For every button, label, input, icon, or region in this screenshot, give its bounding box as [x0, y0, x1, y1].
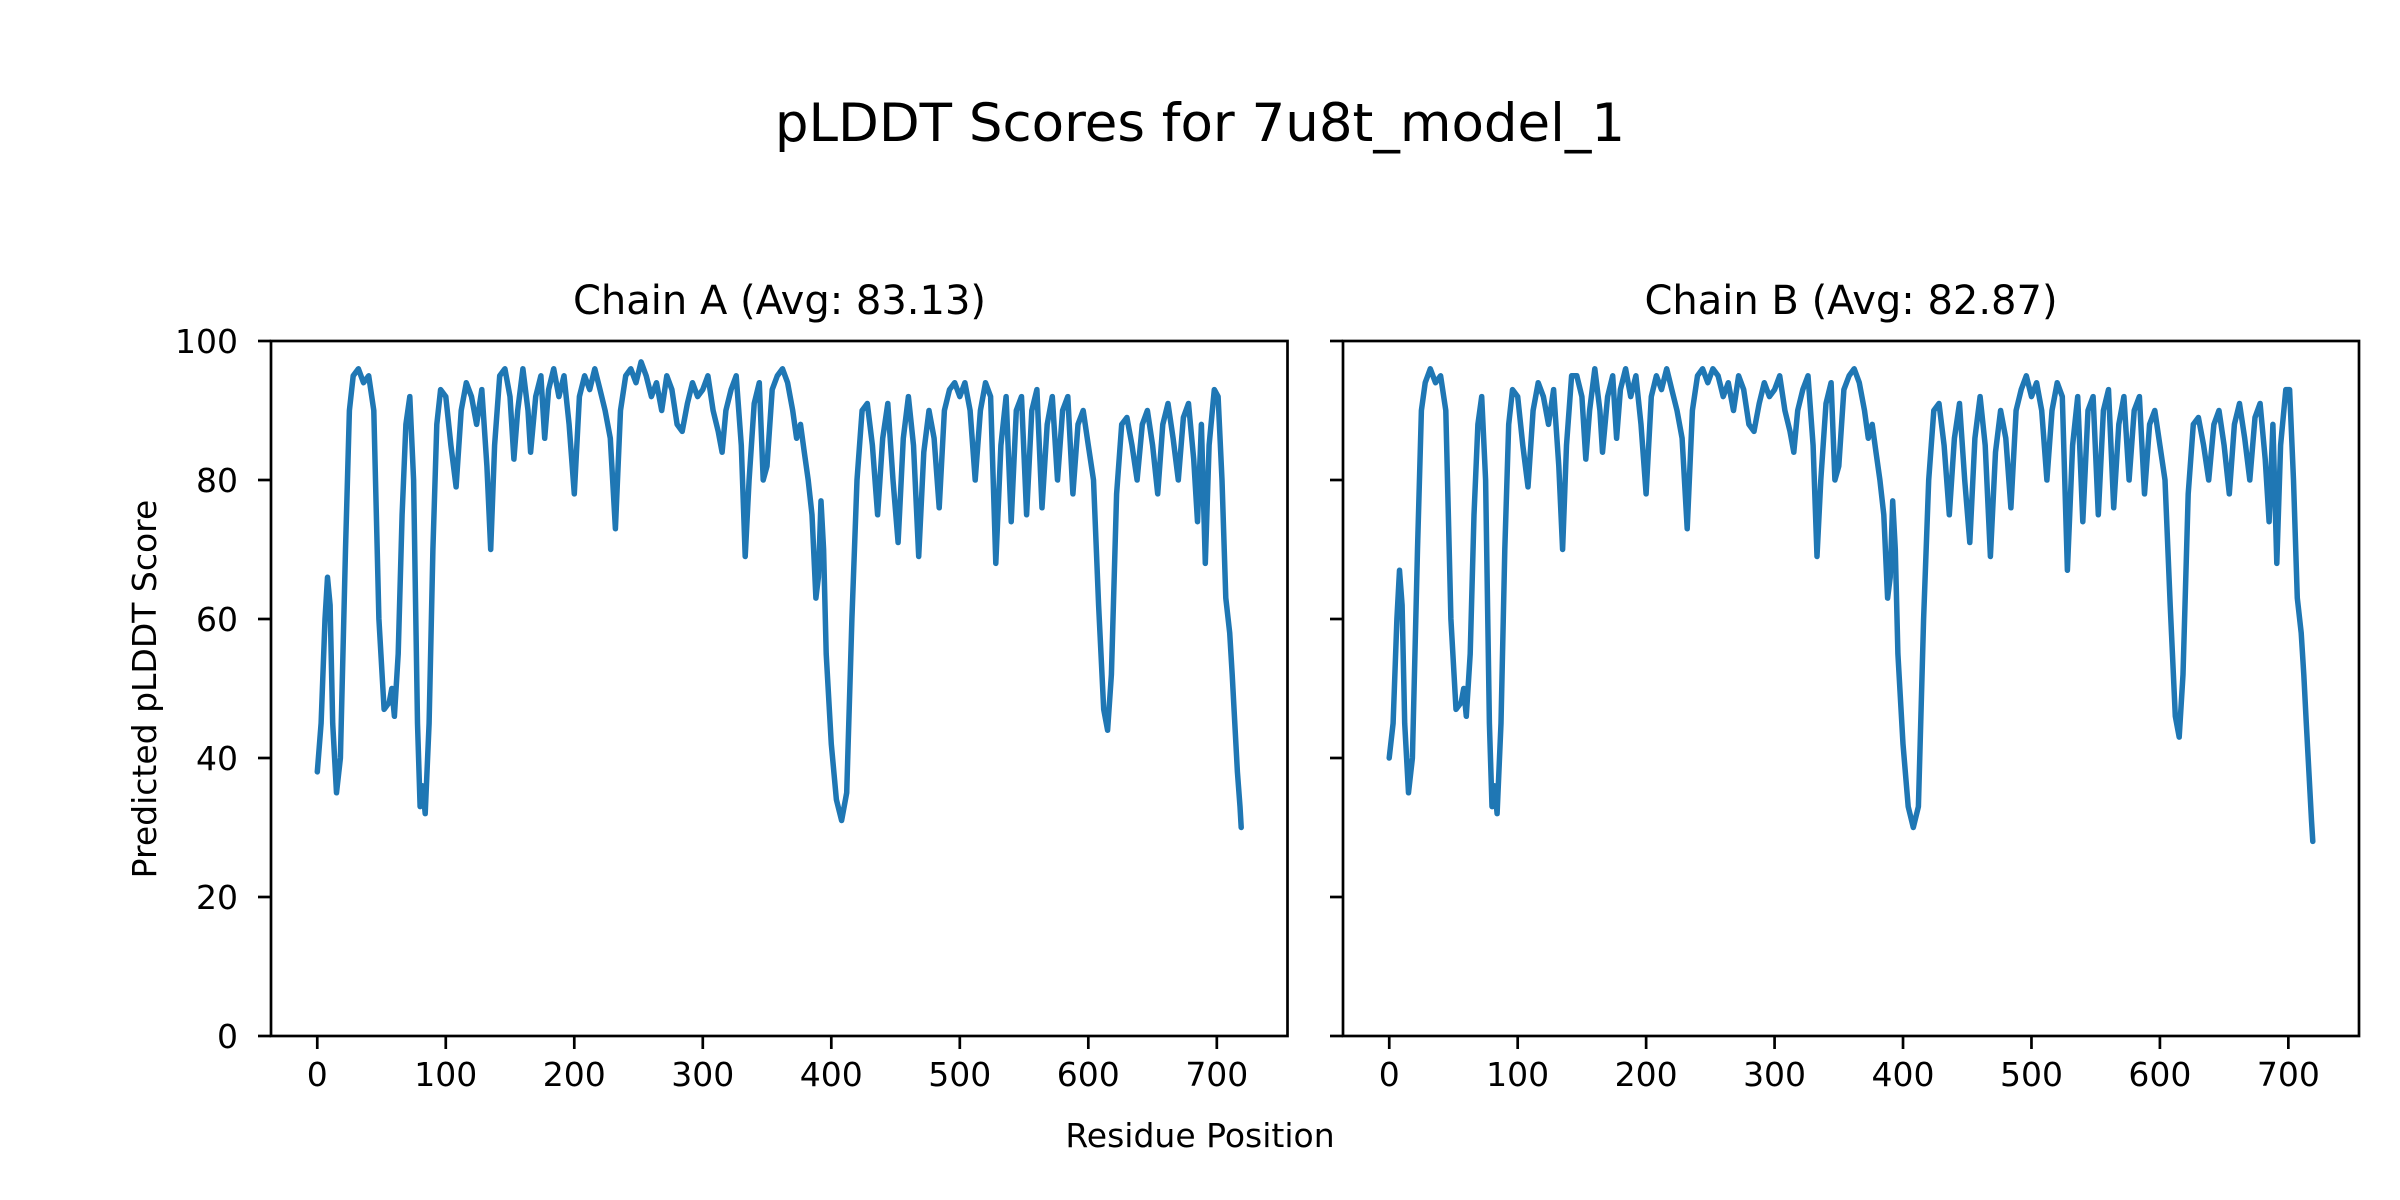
x-tick-label-b: 0 [1379, 1055, 1400, 1094]
y-tick-label-a: 60 [196, 600, 238, 639]
axes-frame-chain-a [269, 339, 1289, 1038]
x-axis-label: Residue Position [1065, 1116, 1335, 1155]
y-tick-label-a: 80 [196, 461, 238, 500]
x-tick-label-b: 500 [2000, 1055, 2063, 1094]
x-tick-label-b: 200 [1615, 1055, 1678, 1094]
x-tick-label-a: 500 [928, 1055, 991, 1094]
x-tick-label-a: 600 [1057, 1055, 1120, 1094]
x-tick-label-a: 200 [543, 1055, 606, 1094]
x-tick-label-a: 400 [800, 1055, 863, 1094]
axes-frame-chain-b [1341, 339, 2361, 1038]
x-tick-label-b: 100 [1486, 1055, 1549, 1094]
x-tick-label-a: 300 [671, 1055, 734, 1094]
plddt-line-chain-b [1386, 366, 2316, 845]
x-tick-label-a: 700 [1185, 1055, 1248, 1094]
y-tick-label-a: 0 [217, 1017, 238, 1056]
x-tick-label-a: 100 [414, 1055, 477, 1094]
y-tick-label-a: 100 [175, 322, 238, 361]
y-tick-label-a: 40 [196, 739, 238, 778]
chart-a-title: Chain A (Avg: 83.13) [572, 278, 987, 324]
x-tick-label-b: 600 [2128, 1055, 2191, 1094]
chart-b-title: Chain B (Avg: 82.87) [1644, 278, 2058, 324]
x-tick-label-b: 700 [2257, 1055, 2320, 1094]
x-tick-label-a: 0 [307, 1055, 328, 1094]
x-tick-label-b: 300 [1743, 1055, 1806, 1094]
x-tick-label-b: 400 [1872, 1055, 1935, 1094]
plddt-line-chain-a [314, 359, 1244, 831]
figure-title: pLDDT Scores for 7u8t_model_1 [774, 93, 1626, 154]
y-tick-label-a: 20 [196, 878, 238, 917]
